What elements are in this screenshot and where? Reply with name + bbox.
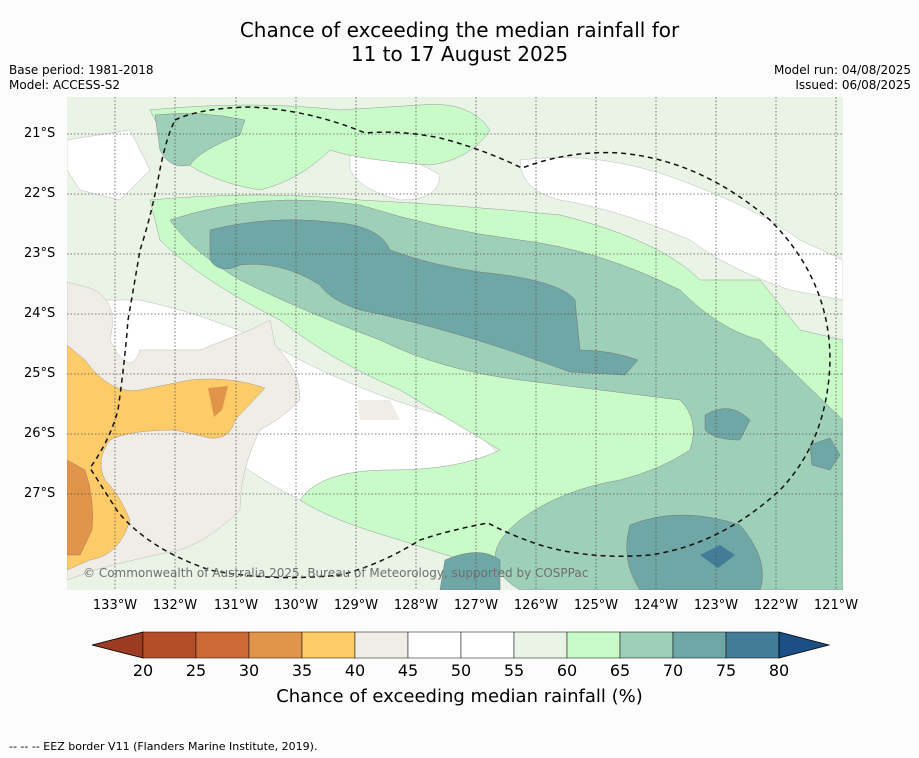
colorbar-tick-label: 60: [556, 661, 578, 680]
lat-label: 21°S: [24, 126, 56, 141]
colorbar-cell: [513, 631, 568, 659]
lon-label: 126°W: [513, 598, 559, 613]
colorbar-cell: [566, 631, 621, 659]
colorbar-tick-label: 40: [344, 661, 366, 680]
lat-label: 27°S: [24, 486, 56, 501]
region-30-35-west: [67, 459, 93, 556]
title-line-1: Chance of exceeding the median rainfall …: [239, 18, 680, 42]
colorbar-cell: [301, 631, 356, 659]
lon-label: 131°W: [213, 598, 259, 613]
region-70-75-far-east: [809, 437, 841, 471]
model-name: Model: ACCESS-S2: [9, 78, 121, 92]
title-line-2: 11 to 17 August 2025: [350, 42, 569, 66]
colorbar-cell: [248, 631, 303, 659]
region-70-75-main: [209, 219, 639, 376]
region-75-80: [700, 545, 735, 568]
lon-label: 129°W: [333, 598, 379, 613]
lat-label: 23°S: [24, 246, 56, 261]
base-period: Base period: 1981-2018: [9, 63, 154, 77]
lon-label: 122°W: [753, 598, 799, 613]
region-45-55-northeast: [519, 157, 843, 301]
colorbar-tick-label: 65: [609, 661, 631, 680]
colorbar-extend-high: [778, 631, 830, 659]
colorbar-cell: [619, 631, 674, 659]
rainfall-map: [67, 97, 843, 590]
region-70-75-south-west: [439, 552, 501, 590]
colorbar-cell: [407, 631, 462, 659]
lon-label: 128°W: [393, 598, 439, 613]
colorbar-label: Chance of exceeding median rainfall (%): [276, 686, 643, 707]
lat-label: 25°S: [24, 366, 56, 381]
colorbar: [91, 631, 830, 659]
model-run: Model run: 04/08/2025: [773, 63, 911, 77]
map-title: Chance of exceeding the median rainfall …: [0, 18, 919, 66]
lon-label: 121°W: [813, 598, 859, 613]
colorbar-tick-label: 70: [662, 661, 684, 680]
colorbar-tick-label: 25: [185, 661, 207, 680]
lat-label: 24°S: [24, 306, 56, 321]
colorbar-tick-label: 50: [450, 661, 472, 680]
issued-date: Issued: 06/08/2025: [795, 78, 911, 92]
region-40-45-centre: [357, 400, 400, 420]
eez-border: [89, 106, 831, 579]
colorbar-tick-label: 20: [132, 661, 154, 680]
colorbar-cell: [354, 631, 409, 659]
colorbar-extend-low: [91, 631, 144, 659]
colorbar-tick-label: 35: [291, 661, 313, 680]
colorbar-tick-label: 80: [768, 661, 790, 680]
colorbar-tick-label: 75: [715, 661, 737, 680]
colorbar-cell: [142, 631, 197, 659]
meta-right: Model run: 04/08/2025 Issued: 06/08/2025: [774, 63, 911, 93]
lon-label: 127°W: [453, 598, 499, 613]
eez-footnote: -- -- -- EEZ border V11 (Flanders Marine…: [9, 740, 318, 753]
colorbar-tick-label: 55: [503, 661, 525, 680]
region-65-70-north: [154, 113, 246, 167]
lon-label: 130°W: [273, 598, 319, 613]
colorbar-tick-label: 30: [238, 661, 260, 680]
colorbar-tick-label: 45: [397, 661, 419, 680]
colorbar-cell: [460, 631, 515, 659]
region-45-55-north: [67, 129, 151, 201]
lon-label: 125°W: [573, 598, 619, 613]
lon-label: 123°W: [693, 598, 739, 613]
meta-left: Base period: 1981-2018 Model: ACCESS-S2: [9, 63, 154, 93]
region-30-35-small: [208, 386, 228, 417]
lon-label: 124°W: [633, 598, 679, 613]
colorbar-cell: [725, 631, 780, 659]
region-70-75-south: [626, 514, 763, 590]
colorbar-cell: [672, 631, 727, 659]
copyright-notice: © Commonwealth of Australia 2025, Bureau…: [83, 566, 589, 580]
lon-label: 132°W: [152, 598, 198, 613]
lon-label: 133°W: [92, 598, 138, 613]
colorbar-cell: [195, 631, 250, 659]
lat-label: 26°S: [24, 426, 56, 441]
lat-label: 22°S: [24, 186, 56, 201]
